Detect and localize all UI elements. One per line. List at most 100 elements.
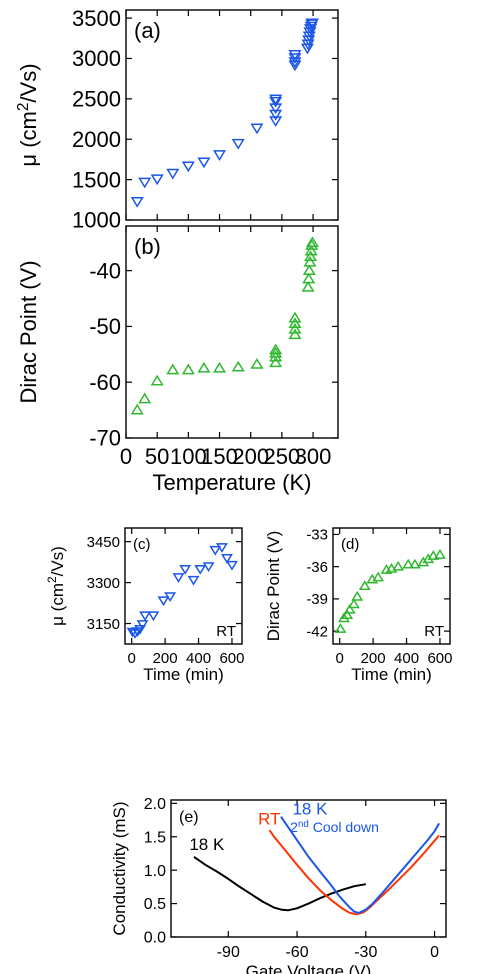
data-point (402, 558, 415, 569)
label-tail: Cool down (309, 819, 379, 835)
y-tick-label: 3500 (72, 6, 121, 31)
data-point (181, 161, 195, 173)
y-tick-label: -70 (89, 426, 121, 451)
data-point (226, 560, 238, 571)
x-tick-label: 200 (153, 650, 178, 667)
y-tick-label: -39 (306, 591, 328, 608)
y-tick-label: 0.0 (144, 930, 166, 947)
plot-frame (125, 9, 339, 221)
plot-frame (124, 527, 243, 645)
data-point (130, 197, 144, 208)
data-point (408, 558, 421, 569)
data-point (269, 343, 283, 355)
x-axis-label: Time (min) (143, 665, 224, 684)
x-tick-label: 250 (264, 444, 301, 469)
superscript: nd (298, 819, 309, 830)
x-tick-label: 0 (430, 944, 439, 961)
x-tick-label: 600 (427, 650, 452, 667)
label-tail: /Vs) (48, 546, 67, 576)
x-tick-label: 0 (336, 650, 344, 667)
data-point (269, 116, 283, 128)
label-tail: RT (258, 810, 280, 829)
data-point (302, 35, 316, 47)
label-tail: μ (cm (16, 111, 41, 166)
data-point (194, 564, 207, 575)
data-point (334, 623, 347, 633)
plot-frame (170, 799, 447, 938)
curve-label: 2nd Cool down (290, 819, 379, 836)
data-point (301, 280, 315, 292)
x-tick-label: 0 (128, 650, 136, 667)
data-point (212, 361, 227, 373)
y-axis-label: μ (cm2/Vs) (45, 546, 67, 626)
data-point (139, 611, 151, 622)
curve-label: RT (258, 810, 280, 829)
y-tick-label: 1.0 (144, 863, 166, 880)
x-tick-label: 600 (219, 650, 244, 667)
x-tick-label: 200 (361, 650, 386, 667)
data-point (305, 236, 319, 248)
x-axis-label: Time (min) (351, 665, 432, 684)
y-tick-label: 1500 (72, 167, 121, 192)
x-tick-label: 400 (394, 650, 419, 667)
data-point (166, 363, 180, 375)
x-axis-label: Temperature (K) (153, 470, 312, 495)
y-tick-label: 0.5 (144, 896, 166, 913)
data-point (341, 609, 354, 619)
annotation-label: RT (424, 623, 444, 640)
data-point (147, 611, 160, 622)
panel-d: 0 200 400 600 -42 -39 -36 -33 (d) RT Time (min) Dir… (264, 527, 452, 684)
panel-label: (c) (133, 536, 151, 553)
panel-a: 1000 1500 2000 2500 3000 3500 (a) μ (cm2/Vs) (15, 6, 339, 233)
data-point (209, 545, 222, 556)
data-point (138, 177, 152, 189)
x-tick-label: 200 (232, 444, 269, 469)
data-point (269, 94, 283, 106)
y-tick-label: -40 (89, 258, 121, 283)
x-tick-label: -90 (217, 944, 240, 961)
data-point (164, 592, 177, 603)
x-axis-label: Gate Voltage (V) (246, 962, 372, 974)
data-point (179, 564, 192, 575)
x-tick-label: -60 (285, 944, 308, 961)
data-point (250, 357, 264, 369)
data-point (181, 363, 195, 375)
data-point (302, 264, 316, 276)
data-point (269, 109, 283, 121)
data-point (305, 239, 319, 250)
y-tick-label: 1.5 (144, 829, 166, 846)
data-point (288, 50, 302, 61)
data-point (392, 560, 405, 571)
y-tick-label: 3300 (87, 575, 120, 592)
data-point (347, 598, 360, 609)
plot-frame (125, 225, 339, 439)
annotation-label: RT (216, 623, 236, 640)
data-point (303, 255, 317, 267)
data-point (212, 150, 227, 161)
label-tail: 2 (290, 819, 298, 835)
data-point (157, 596, 170, 607)
data-point (343, 603, 356, 614)
x-tick-label: -30 (354, 944, 377, 961)
curve-label: 18 K (292, 800, 328, 819)
panel-label: (e) (179, 809, 199, 826)
x-tick-label: 0 (120, 444, 132, 469)
label-tail: /Vs) (16, 63, 41, 102)
y-axis-label: μ (cm2/Vs) (15, 63, 42, 166)
y-tick-label: 2000 (72, 127, 121, 152)
superscript: 2 (45, 576, 59, 583)
x-tick-label: 400 (186, 650, 211, 667)
y-axis-label: Dirac Point (V) (264, 531, 283, 642)
data-point (305, 18, 319, 30)
data-point (372, 571, 385, 582)
data-point (288, 53, 302, 65)
data-point (434, 549, 446, 559)
data-point (304, 244, 318, 256)
data-point (250, 123, 264, 135)
data-point (166, 168, 180, 180)
data-point (172, 573, 185, 583)
data-point (197, 157, 211, 169)
data-point (269, 346, 283, 358)
